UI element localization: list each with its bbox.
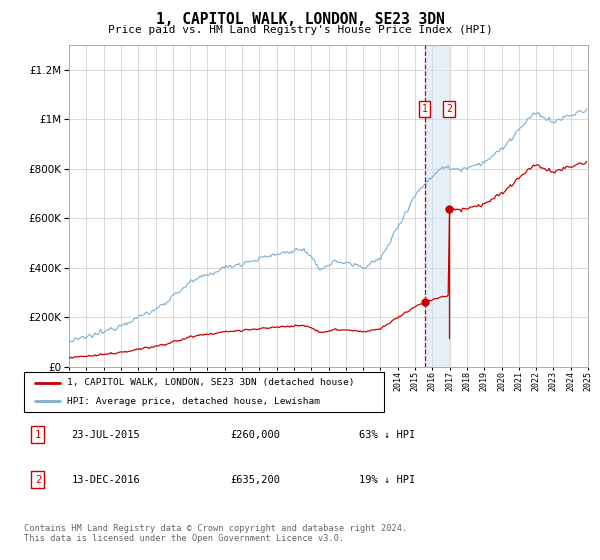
Text: £260,000: £260,000 [230,430,280,440]
Text: 1, CAPITOL WALK, LONDON, SE23 3DN (detached house): 1, CAPITOL WALK, LONDON, SE23 3DN (detac… [67,379,355,388]
Text: 13-DEC-2016: 13-DEC-2016 [71,475,140,485]
Text: 1, CAPITOL WALK, LONDON, SE23 3DN: 1, CAPITOL WALK, LONDON, SE23 3DN [155,12,445,27]
Text: £635,200: £635,200 [230,475,280,485]
Text: 2: 2 [446,104,452,114]
Text: 23-JUL-2015: 23-JUL-2015 [71,430,140,440]
Text: Contains HM Land Registry data © Crown copyright and database right 2024.
This d: Contains HM Land Registry data © Crown c… [24,524,407,543]
Text: HPI: Average price, detached house, Lewisham: HPI: Average price, detached house, Lewi… [67,396,320,405]
Text: 1: 1 [422,104,427,114]
Text: 1: 1 [35,430,41,440]
Bar [425,45,449,367]
Text: Price paid vs. HM Land Registry's House Price Index (HPI): Price paid vs. HM Land Registry's House … [107,25,493,35]
FancyBboxPatch shape [24,372,384,412]
Text: 63% ↓ HPI: 63% ↓ HPI [359,430,415,440]
Text: 19% ↓ HPI: 19% ↓ HPI [359,475,415,485]
Text: 2: 2 [35,475,41,485]
